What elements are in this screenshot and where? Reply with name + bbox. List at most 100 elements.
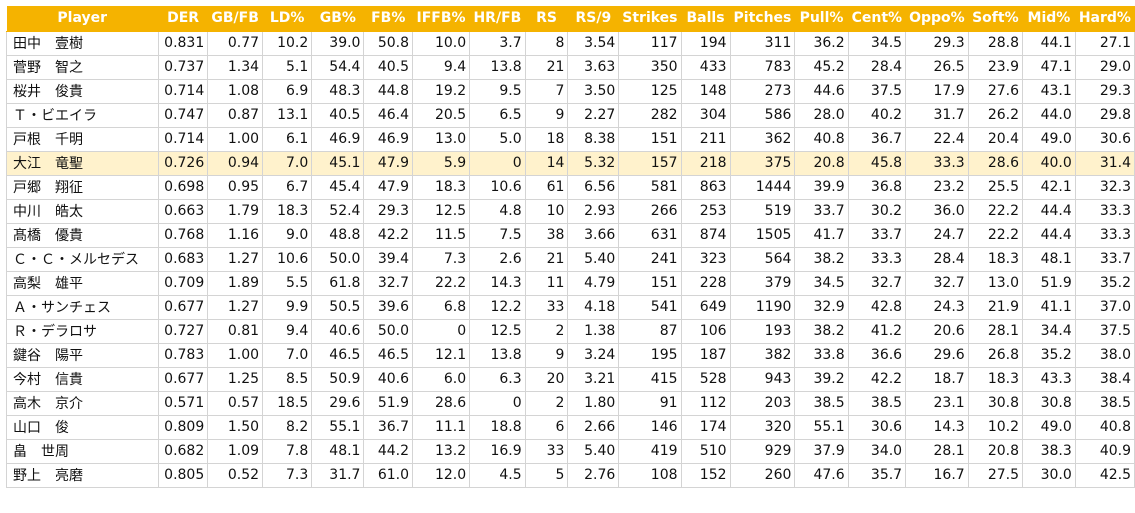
stat-cell[interactable]: 379 <box>730 271 796 296</box>
stat-cell[interactable]: 37.9 <box>794 439 849 464</box>
stat-cell[interactable]: 28.4 <box>905 247 969 272</box>
stat-cell[interactable]: 33.3 <box>848 247 907 272</box>
stat-cell[interactable]: 187 <box>681 343 731 368</box>
stat-cell[interactable]: 8.38 <box>567 127 620 152</box>
stat-cell[interactable]: 13.0 <box>412 127 471 152</box>
stat-cell[interactable]: 40.2 <box>848 103 907 128</box>
stat-cell[interactable]: 48.3 <box>311 79 365 104</box>
stat-cell[interactable]: 4.5 <box>469 463 526 488</box>
stat-cell[interactable]: 6.5 <box>469 103 526 128</box>
stat-cell[interactable]: 20.4 <box>968 127 1024 152</box>
stat-cell[interactable]: 362 <box>730 127 796 152</box>
stat-cell[interactable]: 44.4 <box>1022 223 1076 248</box>
table-row[interactable]: Ａ・サンチェス 0.677 1.27 9.9 50.5 39.6 6.8 12.2 33 4.18… <box>6 295 1135 320</box>
stat-cell[interactable]: 112 <box>681 391 731 416</box>
stat-cell[interactable]: 0.726 <box>158 151 209 176</box>
stat-cell[interactable]: 6.1 <box>262 127 313 152</box>
stat-cell[interactable]: 87 <box>618 319 682 344</box>
stat-cell[interactable]: 36.8 <box>848 175 907 200</box>
stat-cell[interactable]: 874 <box>681 223 731 248</box>
stat-cell[interactable]: 91 <box>618 391 682 416</box>
stat-cell[interactable]: 11 <box>525 271 569 296</box>
stat-cell[interactable]: 38.5 <box>794 391 849 416</box>
stat-cell[interactable]: 541 <box>618 295 682 320</box>
stat-cell[interactable]: 45.4 <box>311 175 365 200</box>
stat-cell[interactable]: 1.27 <box>207 295 264 320</box>
stat-cell[interactable]: 9 <box>525 343 569 368</box>
stat-cell[interactable]: 14.3 <box>469 271 526 296</box>
stat-cell[interactable]: 44.2 <box>363 439 413 464</box>
stat-cell[interactable]: 148 <box>681 79 731 104</box>
stat-cell[interactable]: 0.831 <box>158 31 209 56</box>
stat-cell[interactable]: 48.1 <box>1022 247 1076 272</box>
stat-cell[interactable]: 5.0 <box>469 127 526 152</box>
table-row[interactable]: 鍵谷 陽平 0.783 1.00 7.0 46.5 46.5 12.1 13.8 9 3.24 19… <box>6 343 1135 368</box>
table-row[interactable]: 高梨 雄平 0.709 1.89 5.5 61.8 32.7 22.2 14.3 11 4.79 1… <box>6 271 1135 296</box>
stat-cell[interactable]: 1.27 <box>207 247 264 272</box>
player-name-cell[interactable]: 山口 俊 <box>6 415 159 440</box>
stat-cell[interactable]: 49.0 <box>1022 415 1076 440</box>
stat-cell[interactable]: 44.1 <box>1022 31 1076 56</box>
stat-cell[interactable]: 581 <box>618 175 682 200</box>
stat-cell[interactable]: 7 <box>525 79 569 104</box>
stat-cell[interactable]: 27.6 <box>968 79 1024 104</box>
column-header[interactable]: Balls <box>681 6 731 32</box>
stat-cell[interactable]: 7.3 <box>262 463 313 488</box>
column-header[interactable]: GB/FB <box>207 6 264 32</box>
stat-cell[interactable]: 40.5 <box>311 103 365 128</box>
player-name-cell[interactable]: 畠 世周 <box>6 439 159 464</box>
table-row[interactable]: 畠 世周 0.682 1.09 7.8 48.1 44.2 13.2 16.9 33 5.40 41… <box>6 439 1135 464</box>
stat-cell[interactable]: 783 <box>730 55 796 80</box>
stat-cell[interactable]: 0.727 <box>158 319 209 344</box>
stat-cell[interactable]: 0.768 <box>158 223 209 248</box>
stat-cell[interactable]: 146 <box>618 415 682 440</box>
stat-cell[interactable]: 9.5 <box>469 79 526 104</box>
stat-cell[interactable]: 108 <box>618 463 682 488</box>
stat-cell[interactable]: 9.9 <box>262 295 313 320</box>
stat-cell[interactable]: 7.3 <box>412 247 471 272</box>
stat-cell[interactable]: 419 <box>618 439 682 464</box>
stat-cell[interactable]: 18.8 <box>469 415 526 440</box>
stat-cell[interactable]: 1.79 <box>207 199 264 224</box>
stat-cell[interactable]: 12.5 <box>469 319 526 344</box>
stat-cell[interactable]: 38 <box>525 223 569 248</box>
player-name-cell[interactable]: Ｃ・Ｃ・メルセデス <box>6 247 159 272</box>
stat-cell[interactable]: 40.9 <box>1075 439 1135 464</box>
column-header[interactable]: LD% <box>262 6 313 32</box>
stat-cell[interactable]: 5.40 <box>567 247 620 272</box>
stat-cell[interactable]: 3.21 <box>567 367 620 392</box>
stat-cell[interactable]: 42.2 <box>848 367 907 392</box>
stat-cell[interactable]: 33.7 <box>1075 247 1135 272</box>
stat-cell[interactable]: 38.2 <box>794 319 849 344</box>
stat-cell[interactable]: 32.7 <box>363 271 413 296</box>
stat-cell[interactable]: 6.3 <box>469 367 526 392</box>
stat-cell[interactable]: 30.2 <box>848 199 907 224</box>
player-name-cell[interactable]: 戸根 千明 <box>6 127 159 152</box>
stat-cell[interactable]: 47.9 <box>363 151 413 176</box>
stat-cell[interactable]: 11.1 <box>412 415 471 440</box>
stat-cell[interactable]: 32.7 <box>848 271 907 296</box>
stat-cell[interactable]: 42.5 <box>1075 463 1135 488</box>
stat-cell[interactable]: 42.2 <box>363 223 413 248</box>
stat-cell[interactable]: 29.3 <box>905 31 969 56</box>
stat-cell[interactable]: 5.32 <box>567 151 620 176</box>
stat-cell[interactable]: 50.9 <box>311 367 365 392</box>
stat-cell[interactable]: 44.0 <box>1022 103 1076 128</box>
column-header[interactable]: Hard% <box>1075 6 1135 32</box>
stat-cell[interactable]: 241 <box>618 247 682 272</box>
stat-cell[interactable]: 46.5 <box>363 343 413 368</box>
stat-cell[interactable]: 18.3 <box>262 199 313 224</box>
stat-cell[interactable]: 28.4 <box>848 55 907 80</box>
stat-cell[interactable]: 31.7 <box>311 463 365 488</box>
stat-cell[interactable]: 13.8 <box>469 55 526 80</box>
stat-cell[interactable]: 20.5 <box>412 103 471 128</box>
stat-cell[interactable]: 1505 <box>730 223 796 248</box>
stat-cell[interactable]: 564 <box>730 247 796 272</box>
stat-cell[interactable]: 1444 <box>730 175 796 200</box>
stat-cell[interactable]: 19.2 <box>412 79 471 104</box>
stat-cell[interactable]: 3.54 <box>567 31 620 56</box>
stat-cell[interactable]: 22.2 <box>968 199 1024 224</box>
stat-cell[interactable]: 943 <box>730 367 796 392</box>
stat-cell[interactable]: 11.5 <box>412 223 471 248</box>
stat-cell[interactable]: 30.8 <box>968 391 1024 416</box>
